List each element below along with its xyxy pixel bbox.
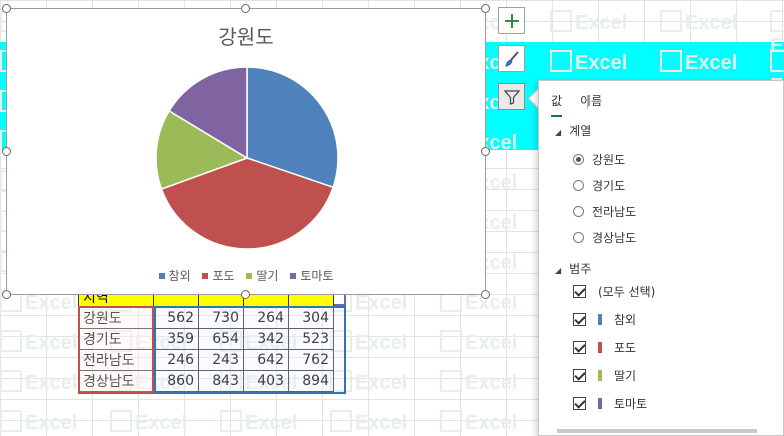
legend-swatch [202,273,209,279]
pie-plot-area[interactable] [7,9,487,296]
category-option[interactable]: 포도 [573,337,636,357]
radio-button[interactable] [573,179,584,191]
funnel-icon [503,89,520,105]
category-option[interactable]: 참외 [573,309,636,329]
category-option[interactable]: 딸기 [573,365,636,385]
resize-handle-bottom-right[interactable] [481,290,490,299]
tab-values[interactable]: 값 [551,91,563,117]
chart-title[interactable]: 강원도 [218,25,274,49]
resize-handle-top[interactable] [241,4,250,13]
legend-item: 참외 [158,267,191,284]
color-marker [598,369,602,381]
radio-button[interactable] [573,153,584,165]
filter-tabs: 값 이름 [551,91,620,117]
series-section-header[interactable]: ◢ 계열 [555,124,592,138]
radio-button[interactable] [573,231,584,243]
resize-handle-right[interactable] [481,147,490,156]
pie-slice-토마토[interactable] [168,66,248,160]
checkbox[interactable] [573,340,586,354]
chart-styles-button[interactable] [498,45,525,72]
legend-item: 포도 [202,267,235,284]
category-option[interactable]: 토마토 [573,393,647,413]
values-range-highlight [154,306,346,394]
checkbox[interactable] [573,396,586,410]
color-marker [598,341,602,353]
resize-handle-bottom[interactable] [241,290,250,299]
chart-filter-panel: 값 이름 ◢ 계열 강원도 경기도 전라남도 경상남도 ◢ 범주 (모두 선택) 참… [538,80,784,436]
plus-icon [504,13,519,28]
checkbox[interactable] [573,368,586,382]
chart-legend[interactable]: 참외 포도 딸기 토마토 [7,267,485,284]
category-section-header[interactable]: ◢ 범주 [555,262,592,276]
series-option[interactable]: 강원도 [573,149,625,169]
color-marker [598,313,602,325]
collapse-triangle-icon: ◢ [555,128,562,137]
checkbox[interactable] [573,312,586,326]
tab-names[interactable]: 이름 [580,94,603,108]
pie-chart[interactable]: 강원도 참외 포도 딸기 토마토 [6,8,486,295]
series-option[interactable]: 경상남도 [573,227,636,247]
table-row: 전라남도 246 243 642 762 [78,349,334,371]
color-marker [598,397,602,409]
legend-swatch [246,273,253,279]
legend-item: 딸기 [246,267,278,284]
category-range-highlight [78,306,154,394]
horizontal-scrollbar[interactable] [557,429,757,433]
checkbox[interactable] [573,284,586,298]
select-all-option[interactable]: (모두 선택) [573,281,655,301]
pie-slice-딸기[interactable] [155,109,249,190]
radio-button[interactable] [573,205,584,217]
pie-slice-참외[interactable] [246,66,339,189]
legend-swatch [158,273,165,279]
brush-icon [504,50,519,67]
resize-handle-left[interactable] [2,147,11,156]
series-option[interactable]: 경기도 [573,175,625,195]
series-option[interactable]: 전라남도 [573,201,636,221]
pie-slice-포도[interactable] [160,157,335,250]
collapse-triangle-icon: ◢ [555,266,562,275]
legend-swatch [290,273,297,279]
resize-handle-top-left[interactable] [2,4,11,13]
resize-handle-bottom-left[interactable] [2,290,11,299]
resize-handle-top-right[interactable] [481,4,490,13]
tab-divider [587,95,588,109]
chart-filters-button[interactable] [498,83,525,110]
legend-item: 토마토 [290,267,333,284]
chart-elements-button[interactable] [498,7,525,34]
